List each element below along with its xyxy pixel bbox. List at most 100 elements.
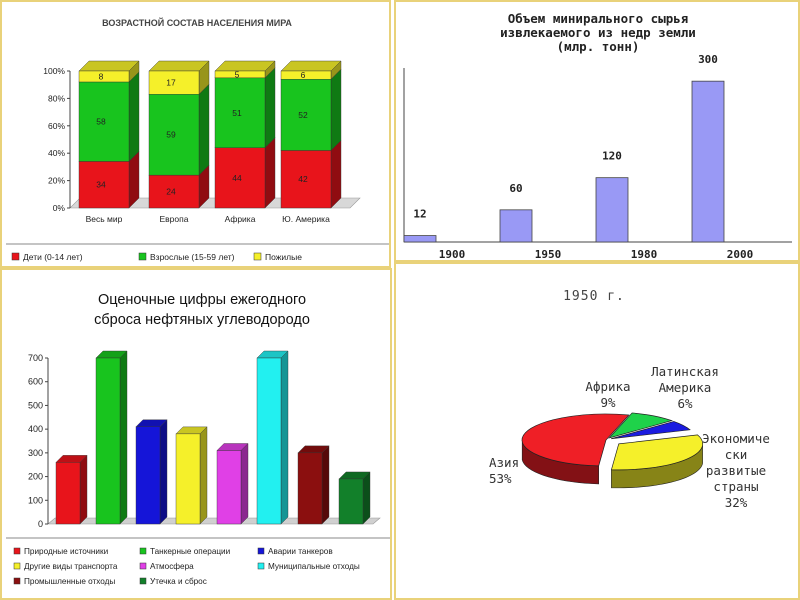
oil-y-tick: 100: [28, 495, 43, 505]
age-category-label: Европа: [160, 214, 189, 224]
oil-bar: [216, 443, 249, 525]
oil-y-tick: 300: [28, 448, 43, 458]
age-y-tick: 60%: [48, 121, 65, 131]
oil-y-tick: 700: [28, 353, 43, 363]
minerals-chart: Объем минирального сырья извлекаемого из…: [403, 11, 792, 261]
oil-legend-label: Промышленные отходы: [24, 577, 115, 586]
age-bar-segment: [280, 68, 342, 151]
minerals-category-label: 1900: [439, 248, 466, 261]
minerals-bar: [595, 177, 629, 243]
age-legend-item: Дети (0-14 лет): [11, 252, 83, 262]
oil-y-tick: 0: [38, 519, 43, 529]
pie-label-line: Азия: [489, 455, 519, 470]
pie-slice: [608, 412, 673, 439]
age-y-tick: 20%: [48, 176, 65, 186]
oil-y-tick: 400: [28, 424, 43, 434]
age-category-label: Ю. Америка: [282, 214, 330, 224]
pie-label-line: Латинская: [651, 364, 719, 379]
age-data-label: 34: [96, 180, 106, 190]
minerals-category-label: 1950: [535, 248, 562, 261]
minerals-category-label: 1980: [631, 248, 658, 261]
oil-legend-label: Аварии танкеров: [268, 547, 333, 556]
pie-label-line: развитые: [706, 463, 766, 478]
oil-bar: [135, 419, 168, 525]
pie-slice: [610, 434, 704, 471]
oil-panel: Оценочные цифры ежегодного сброса нефтян…: [0, 268, 392, 600]
age-data-label: 6: [301, 70, 306, 80]
pie-label-line: 53%: [489, 471, 512, 486]
age-data-label: 51: [232, 108, 242, 118]
pie-label-line: 32%: [725, 495, 748, 510]
oil-legend-item: Природные источники: [13, 547, 108, 556]
pie-label-line: Америка: [659, 380, 712, 395]
oil-chart: Оценочные цифры ежегодного сброса нефтян…: [6, 292, 390, 586]
minerals-title-line-2: извлекаемого из недр земли: [500, 25, 696, 40]
age-y-tick: 80%: [48, 93, 65, 103]
oil-legend-label: Природные источники: [24, 547, 108, 556]
age-data-label: 5: [235, 69, 240, 79]
age-legend-label: Дети (0-14 лет): [23, 252, 83, 262]
age-bar-segment: [148, 83, 210, 176]
oil-legend-item: Промышленные отходы: [13, 577, 115, 586]
minerals-bar: [499, 209, 533, 243]
age-data-label: 24: [166, 187, 176, 197]
oil-y-tick: 200: [28, 472, 43, 482]
age-y-tick: 100%: [43, 66, 65, 76]
age-data-label: 59: [166, 130, 176, 140]
oil-legend-item: Аварии танкеров: [257, 547, 333, 556]
age-bar-segment: [214, 137, 276, 209]
age-structure-chart: ВОЗРАСТНОЙ СОСТАВ НАСЕЛЕНИЯ МИРА 0% 20% 40…: [6, 17, 389, 262]
age-bar-segment: [148, 60, 210, 95]
pie-slice: [611, 421, 691, 440]
oil-bar: [338, 471, 371, 525]
oil-title-line-2: сброса нефтяных углеводородо: [94, 312, 310, 328]
age-bar-segment: [214, 67, 276, 149]
oil-legend-item: Атмосфера: [139, 562, 194, 571]
pie-slice: [521, 413, 630, 467]
pie-title: 1950 г.: [563, 289, 625, 304]
oil-bar: [297, 445, 330, 525]
pie-label-line: Экономиче: [702, 431, 770, 446]
minerals-title-line-1: Объем минирального сырья: [508, 11, 689, 26]
age-bar-segment: [78, 60, 140, 83]
oil-legend-item: Утечка и сброс: [139, 577, 207, 586]
age-bar-segment: [214, 60, 276, 79]
age-bar-segment: [280, 60, 342, 80]
minerals-title-line-3: (млр. тонн): [557, 39, 640, 54]
age-data-label: 52: [298, 110, 308, 120]
age-chart-title: ВОЗРАСТНОЙ СОСТАВ НАСЕЛЕНИЯ МИРА: [102, 17, 292, 28]
minerals-bar: [403, 235, 437, 243]
age-data-label: 44: [232, 173, 242, 183]
minerals-value-label: 300: [698, 53, 718, 66]
pie-1950-panel: 1950 г. Азия 53% Африка 9% Латинская Америка 6…: [394, 262, 800, 600]
oil-bar: [175, 426, 208, 525]
minerals-value-label: 12: [413, 208, 426, 221]
minerals-value-label: 60: [509, 182, 522, 195]
oil-legend-label: Муниципальные отходы: [268, 562, 360, 571]
oil-title-line-1: Оценочные цифры ежегодного: [98, 292, 306, 308]
oil-bar: [95, 350, 128, 525]
age-legend-item: Взрослые (15-59 лет): [138, 252, 235, 262]
pie-label-line: Африка: [585, 379, 630, 394]
oil-y-tick: 600: [28, 377, 43, 387]
minerals-bar: [691, 80, 725, 243]
pie-label-line: 9%: [600, 395, 616, 410]
pie-label-line: ски: [725, 447, 748, 462]
oil-y-tick: 500: [28, 400, 43, 410]
age-data-label: 17: [166, 78, 176, 88]
age-category-label: Весь мир: [86, 214, 123, 224]
age-legend-label: Пожилые: [265, 252, 302, 262]
minerals-category-label: 2000: [727, 248, 754, 261]
oil-bar: [55, 454, 88, 525]
oil-legend-label: Атмосфера: [150, 562, 194, 571]
oil-legend-label: Другие виды транспорта: [24, 562, 118, 571]
age-category-label: Африка: [225, 214, 256, 224]
pie-label-line: страны: [713, 479, 758, 494]
age-legend-label: Взрослые (15-59 лет): [150, 252, 235, 262]
age-bar-segment: [78, 71, 140, 162]
